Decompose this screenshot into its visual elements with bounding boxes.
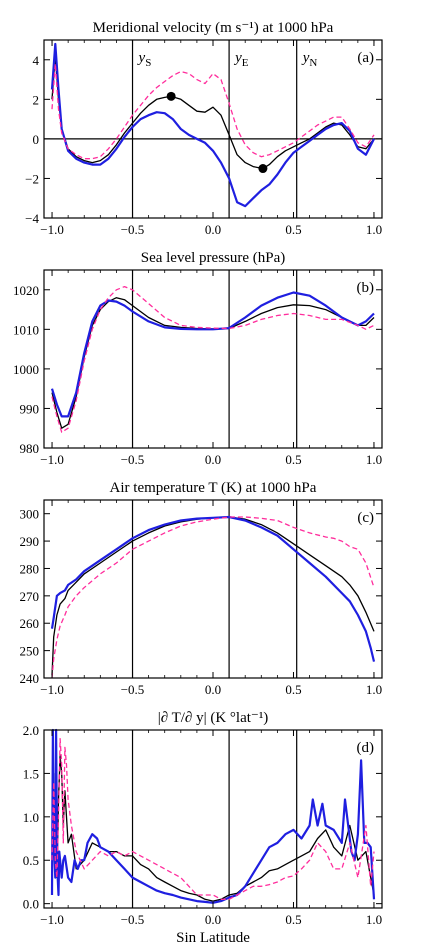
series-line-black: [51, 297, 375, 429]
chart-title: Meridional velocity (m s⁻¹) at 1000 hPa: [93, 20, 334, 36]
vline-label-main: y: [137, 50, 146, 66]
y-tick-label: 0.5: [23, 853, 39, 868]
y-tick-label: 280: [20, 561, 40, 576]
x-tick-label: −0.5: [121, 222, 145, 237]
panel-a-meridional-velocity: Meridional velocity (m s⁻¹) at 1000 hPa y…: [25, 20, 383, 237]
plot-frame: [43, 499, 383, 679]
series-line-pink: [51, 516, 375, 679]
series-line-black: [51, 755, 375, 902]
y-tick-label: 0: [33, 132, 40, 147]
y-tick-label: 270: [20, 589, 40, 604]
y-tick-label: 1000: [13, 362, 39, 377]
y-tick-label: 2.0: [23, 723, 39, 738]
x-tick-label: 0.0: [205, 682, 221, 697]
y-tick-label: 4: [33, 53, 40, 68]
vline-label-sub: E: [242, 57, 249, 69]
series-line-black: [51, 55, 375, 170]
plot-frame: [43, 39, 383, 219]
marker-point: [258, 164, 268, 174]
y-tick-label: 1010: [13, 322, 39, 337]
series-line-black: [51, 516, 375, 676]
x-tick-label: 1.0: [366, 452, 382, 467]
vline-label: yE: [233, 50, 249, 69]
series-line-pink: [51, 63, 375, 160]
y-tick-label: 1020: [13, 283, 39, 298]
y-tick-label: 2: [33, 92, 40, 107]
plot-frame: [43, 269, 383, 449]
figure-xlabel: Sin Latitude: [176, 930, 250, 946]
vline-label-sub: S: [145, 57, 151, 69]
vline-label-main: y: [233, 50, 242, 66]
series-line-blue: [50, 728, 376, 904]
series-line-blue: [50, 42, 375, 208]
y-tick-label: 300: [20, 507, 40, 522]
x-tick-label: −0.5: [121, 912, 145, 927]
x-tick-label: −0.5: [121, 452, 145, 467]
y-tick-label: 990: [20, 401, 40, 416]
x-tick-label: 0.5: [285, 222, 301, 237]
x-tick-label: 0.5: [285, 452, 301, 467]
x-tick-label: −1.0: [40, 222, 64, 237]
marker-point: [166, 91, 176, 101]
x-tick-label: 1.0: [366, 912, 382, 927]
panel-label: (c): [357, 510, 374, 526]
y-tick-label: 0.0: [23, 897, 39, 912]
y-tick-label: 290: [20, 534, 40, 549]
x-tick-label: 0.5: [285, 682, 301, 697]
series-line-blue: [50, 515, 376, 662]
y-tick-label: 260: [20, 616, 40, 631]
x-tick-label: 1.0: [366, 682, 382, 697]
series-line-pink: [51, 738, 375, 900]
chart-title: |∂ T/∂ y| (K °lat⁻¹): [158, 710, 269, 726]
x-tick-label: 0.0: [205, 222, 221, 237]
x-tick-label: −1.0: [40, 452, 64, 467]
chart-title: Sea level pressure (hPa): [141, 250, 286, 266]
x-tick-label: −0.5: [121, 682, 145, 697]
y-tick-label: 1.0: [23, 810, 39, 825]
x-tick-label: 0.0: [205, 912, 221, 927]
x-tick-label: −1.0: [40, 682, 64, 697]
y-tick-label: 980: [20, 441, 40, 456]
panel-b-sea-level-pressure: Sea level pressure (hPa) −1.0 −0.5 0.0 0.5 1.…: [13, 250, 383, 467]
y-tick-label: 240: [20, 671, 40, 686]
x-tick-label: 0.5: [285, 912, 301, 927]
y-tick-label: −2: [25, 171, 39, 186]
vline-label-sub: N: [309, 57, 317, 69]
vline-label: yN: [301, 50, 318, 69]
plot-frame: [43, 729, 383, 909]
panel-d-temperature-gradient: |∂ T/∂ y| (K °lat⁻¹) −1.0 −0.5 0.0 0.5 1.0 0.0…: [23, 710, 383, 927]
panel-label: (a): [357, 50, 374, 66]
vline-label: yS: [137, 50, 152, 69]
vline-label-main: y: [301, 50, 310, 66]
x-tick-label: 0.0: [205, 452, 221, 467]
series-line-pink: [51, 285, 375, 433]
y-tick-label: −4: [25, 211, 39, 226]
panel-label: (d): [357, 740, 375, 756]
panel-label: (b): [357, 280, 375, 296]
panel-c-air-temperature: Air temperature T (K) at 1000 hPa −1.0 −0.…: [20, 480, 383, 697]
x-tick-label: −1.0: [40, 912, 64, 927]
x-tick-label: 1.0: [366, 222, 382, 237]
y-tick-label: 1.5: [23, 766, 39, 781]
y-tick-label: 250: [20, 644, 40, 659]
series-line-blue: [50, 291, 375, 418]
chart-title: Air temperature T (K) at 1000 hPa: [110, 480, 317, 496]
